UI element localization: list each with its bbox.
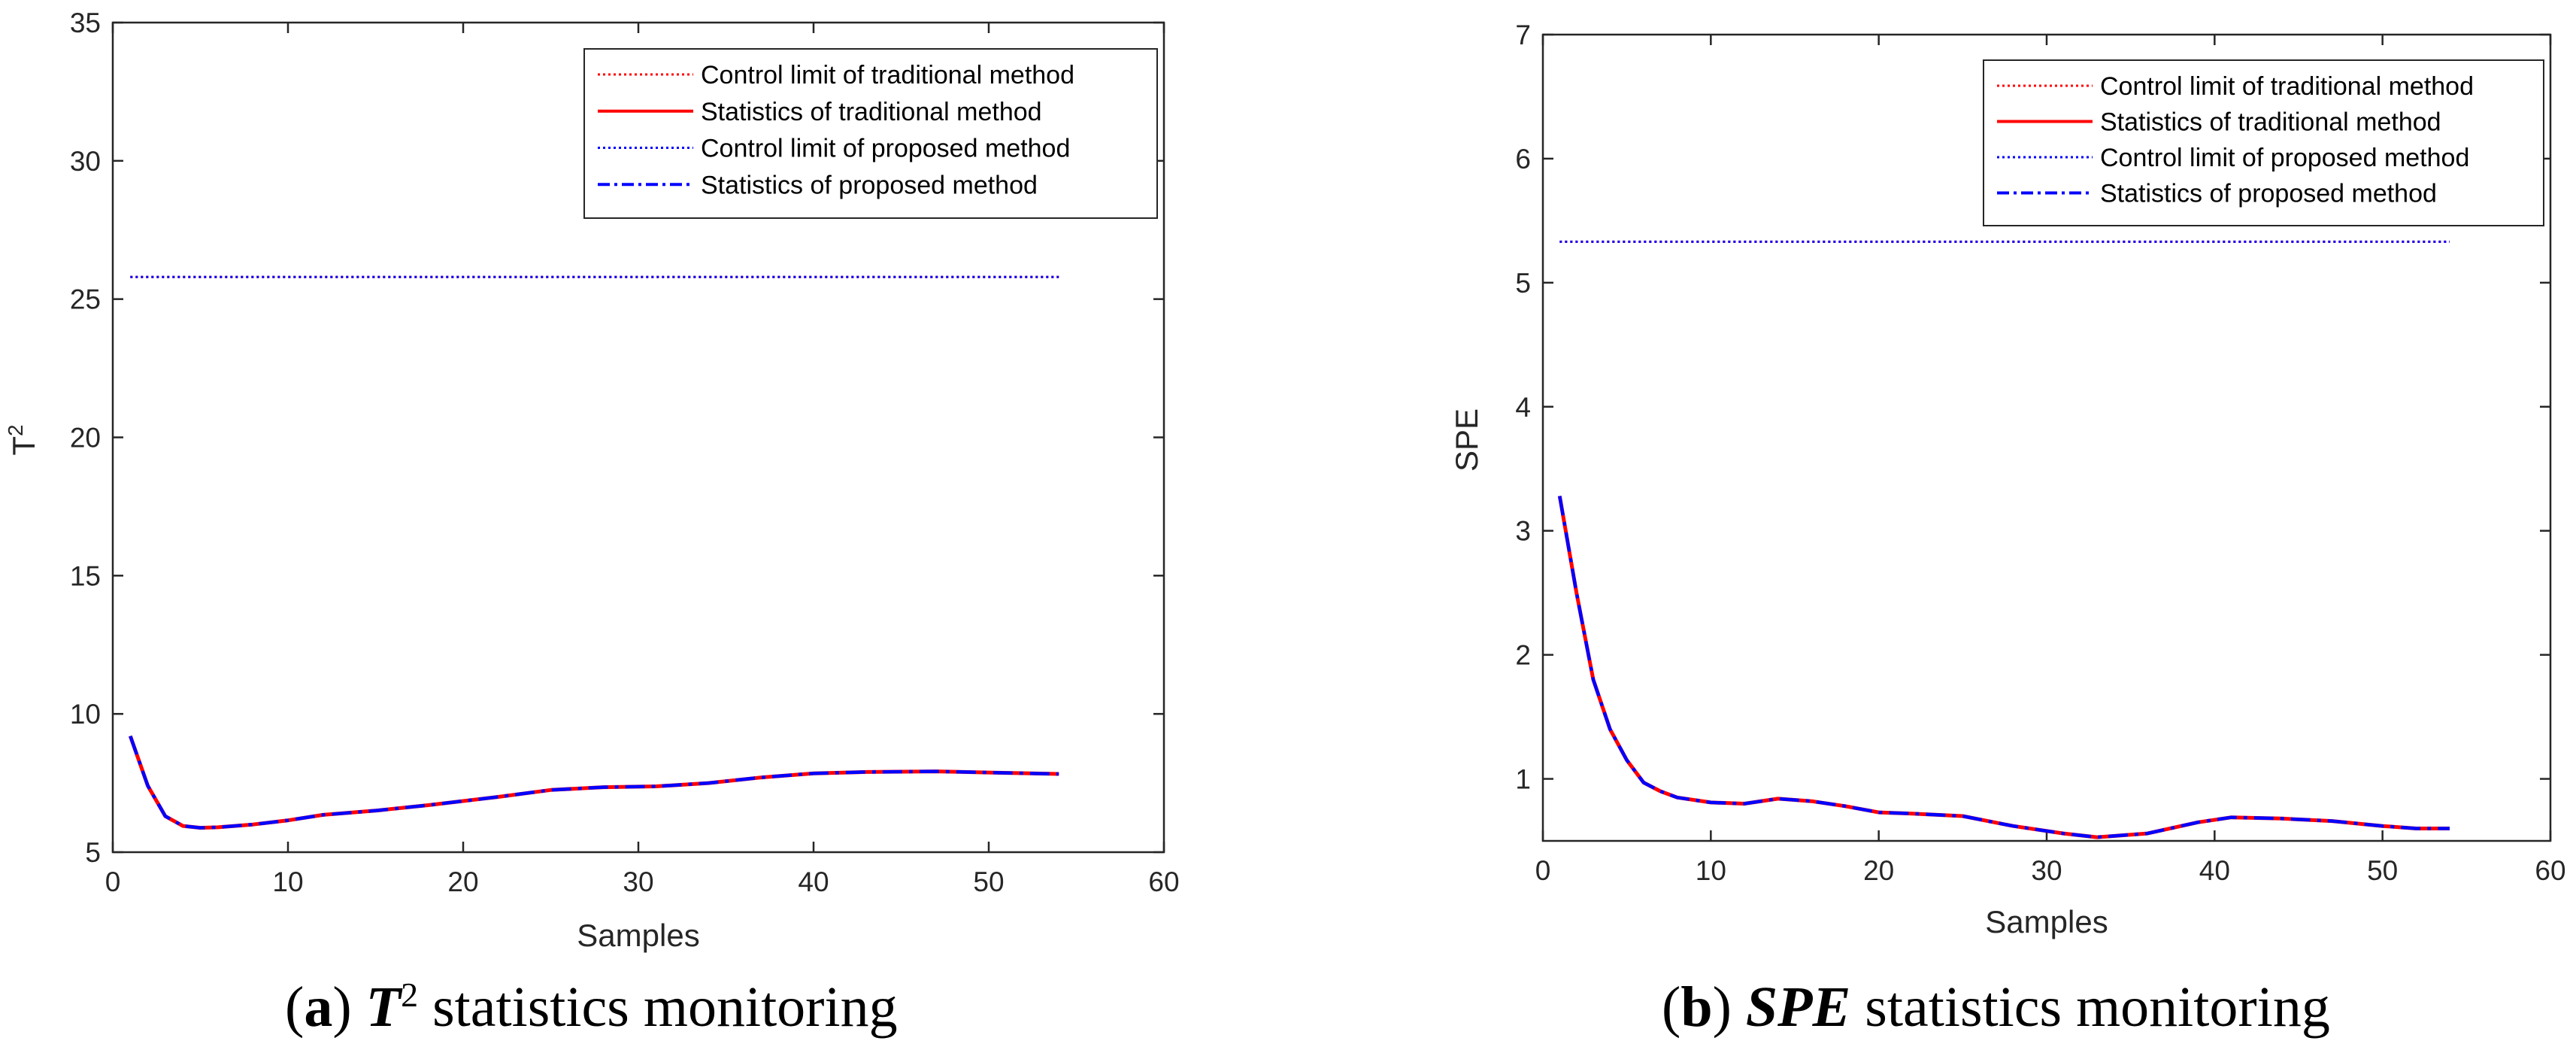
legend-label: Control limit of proposed method	[2100, 144, 2469, 172]
x-tick-label: 10	[272, 866, 303, 897]
legend-label: Control limit of traditional method	[2100, 72, 2474, 101]
y-tick-label: 5	[85, 837, 101, 868]
caption-letter: b	[1680, 976, 1712, 1039]
legend: Control limit of traditional method Stati…	[583, 48, 1158, 219]
statistics-proposed-line	[1558, 496, 2450, 839]
x-tick-label: 60	[1148, 866, 1179, 897]
x-axis-label: Samples	[1985, 904, 2108, 939]
y-tick-label: 7	[1515, 20, 1531, 50]
y-tick-label: 20	[70, 423, 101, 454]
legend-box	[1983, 59, 2544, 226]
caption-paren-open: (	[285, 976, 304, 1039]
x-tick-label: 40	[798, 866, 829, 897]
caption-paren-close: )	[1713, 976, 1746, 1039]
y-tick-label: 30	[70, 146, 101, 177]
x-tick-label: 0	[105, 866, 121, 897]
x-axis-label: Samples	[577, 918, 699, 953]
y-tick-label: 15	[70, 560, 101, 591]
y-axis-label-sup: 2	[4, 424, 27, 436]
statistics-proposed-line	[129, 735, 1059, 830]
caption-a: (a) T2 statistics monitoring	[285, 976, 898, 1039]
x-tick-label: 30	[2031, 855, 2062, 886]
panel-a-t2-chart: 0 10 20 30 40 50 60 5 10 15 20 25 30 35 T2 Samples Contr…	[4, 8, 1180, 953]
y-tick-label: 5	[1515, 268, 1531, 299]
y-tick-label: 4	[1515, 392, 1531, 423]
legend-box	[583, 48, 1158, 219]
y-axis-label: T2	[4, 424, 41, 455]
y-axis-label: SPE	[1449, 408, 1484, 472]
y-tick-label: 35	[70, 8, 101, 38]
panel-b-spe-chart: 0 10 20 30 40 50 60 1 2 3 4 5 6 7 SPE Samples Control li…	[1449, 20, 2566, 939]
caption-rest: statistics monitoring	[418, 976, 898, 1039]
legend-label: Control limit of traditional method	[701, 61, 1074, 90]
x-tick-label: 20	[1863, 855, 1894, 886]
y-tick-label: 3	[1515, 516, 1531, 547]
x-tick-label: 30	[623, 866, 653, 897]
x-tick-label: 10	[1696, 855, 1726, 886]
x-tick-label: 40	[2199, 855, 2230, 886]
y-tick-label: 25	[70, 284, 101, 315]
y-axis-label-base: SPE	[1449, 408, 1484, 472]
x-tick-label: 60	[2535, 855, 2565, 886]
y-axis-label-base: T	[6, 436, 41, 456]
legend-label: Statistics of proposed method	[701, 171, 1038, 199]
caption-letter: a	[304, 976, 332, 1039]
legend-label: Statistics of traditional method	[701, 98, 1042, 126]
x-tick-label: 50	[2367, 855, 2398, 886]
x-tick-label: 0	[1535, 855, 1551, 886]
legend-label: Statistics of traditional method	[2100, 108, 2441, 137]
y-tick-label: 1	[1515, 764, 1531, 795]
caption-paren-close: )	[332, 976, 365, 1039]
caption-text: (b) SPE statistics monitoring	[1662, 976, 2330, 1039]
caption-symbol: T	[366, 976, 403, 1039]
legend: Control limit of traditional method Stati…	[1983, 59, 2544, 226]
caption-text: (a) T2 statistics monitoring	[285, 976, 898, 1039]
legend-label: Statistics of proposed method	[2100, 180, 2437, 208]
caption-symbol: SPE	[1746, 976, 1850, 1039]
caption-b: (b) SPE statistics monitoring	[1662, 976, 2330, 1039]
y-tick-label: 10	[70, 699, 101, 730]
caption-sup: 2	[401, 976, 418, 1014]
caption-paren-open: (	[1662, 976, 1680, 1039]
x-tick-label: 50	[973, 866, 1004, 897]
x-tick-label: 20	[447, 866, 478, 897]
caption-rest: statistics monitoring	[1850, 976, 2330, 1039]
y-tick-label: 6	[1515, 144, 1531, 174]
legend-label: Control limit of proposed method	[701, 135, 1070, 163]
y-tick-label: 2	[1515, 640, 1531, 671]
